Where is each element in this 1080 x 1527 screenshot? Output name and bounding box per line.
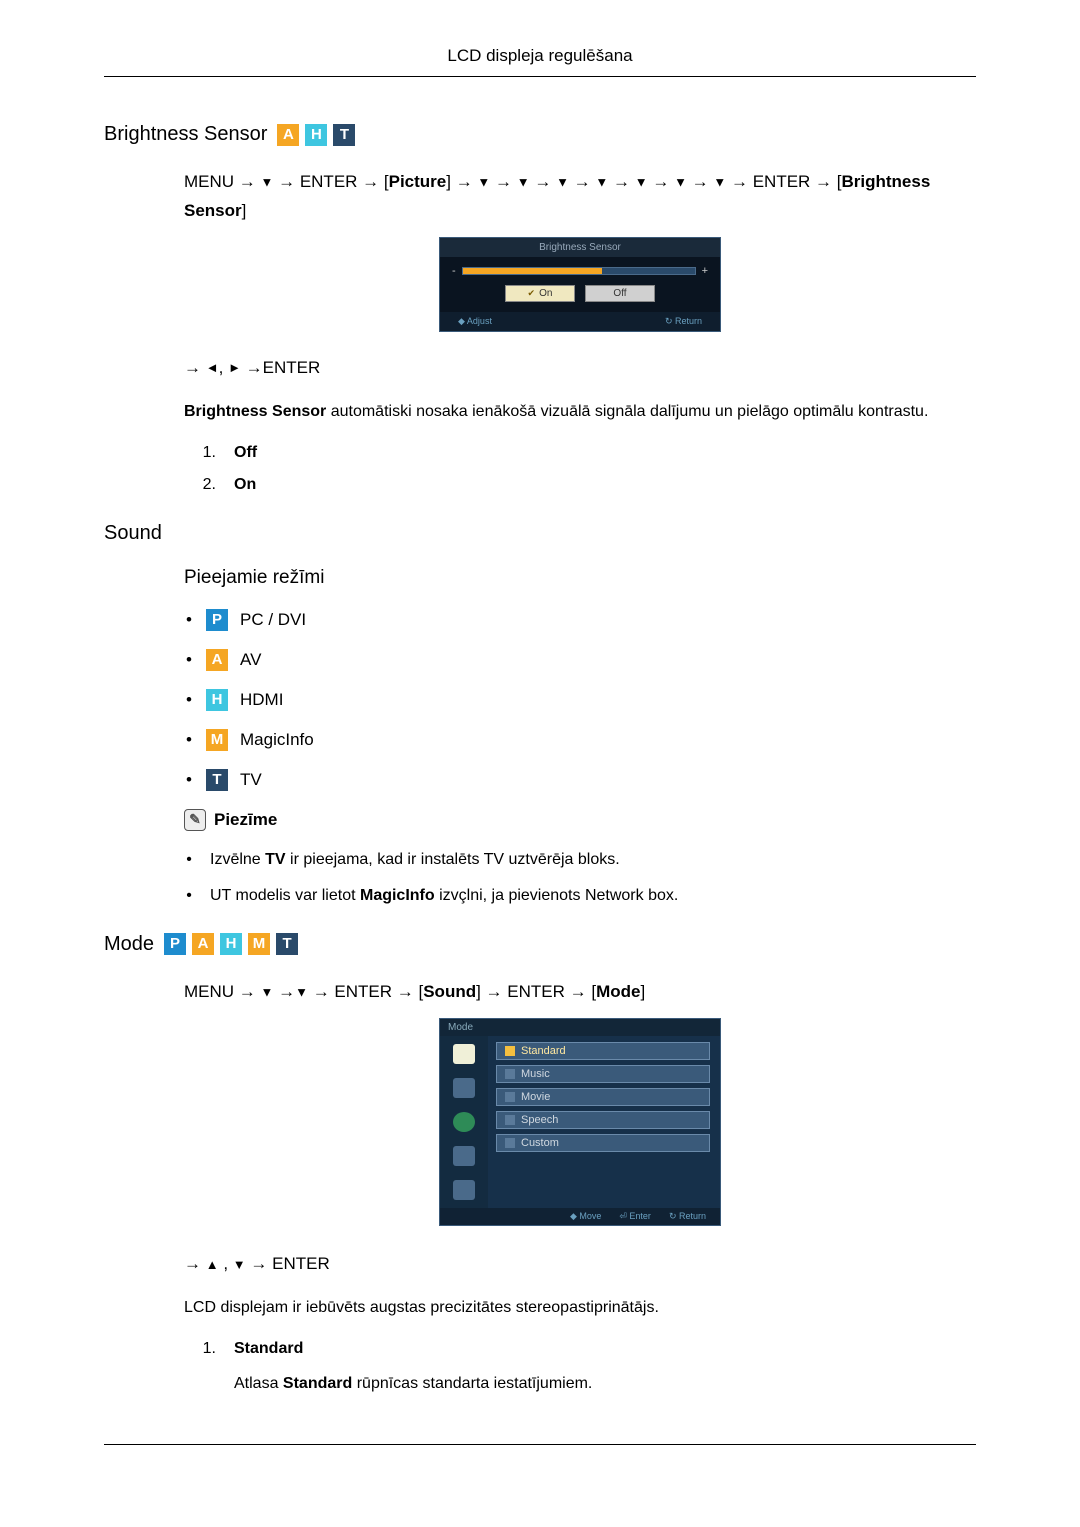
osd-body: - + ✔On Off xyxy=(440,257,720,312)
badge-m-icon: M xyxy=(206,729,228,751)
badge-p-icon: P xyxy=(164,933,186,955)
mode-standard-list: 1. Standard xyxy=(184,1340,976,1358)
mode-small-nav: → ▲ , ▼ → ENTER xyxy=(184,1254,976,1274)
brightness-nav-path: MENU → ▼ → ENTER → [Picture] → ▼ → ▼ → ▼… xyxy=(184,168,976,225)
list-item-on: 2. On xyxy=(184,476,976,494)
note-heading: ✎ Piezīme xyxy=(184,809,976,831)
standard-description: Atlasa Standard rūpnīcas standarta iesta… xyxy=(184,1372,976,1396)
mode-av: • A AV xyxy=(184,649,976,671)
osd-sidebar-icon xyxy=(453,1112,475,1132)
osd-on-button[interactable]: ✔On xyxy=(505,285,575,302)
mode-heading: Mode P A H M T xyxy=(104,933,976,956)
badge-t-icon: T xyxy=(206,769,228,791)
osd-sidebar-icon xyxy=(453,1078,475,1098)
osd-slider-row: - + xyxy=(452,265,708,277)
badge-t-icon: T xyxy=(333,124,355,146)
mode-hdmi: • H HDMI xyxy=(184,689,976,711)
osd-minus: - xyxy=(452,265,456,277)
note-item-1: • Izvēlne TV ir pieejama, kad ir instalē… xyxy=(184,849,976,871)
osd-sidebar-icon xyxy=(453,1180,475,1200)
brightness-small-nav: → ◄, ► →ENTER xyxy=(184,358,976,378)
brightness-sensor-heading: Brightness Sensor A H T xyxy=(104,123,976,146)
osd-footer-return: ↻ Return xyxy=(665,316,702,327)
available-modes-list: • P PC / DVI • A AV • H HDMI • M MagicIn… xyxy=(184,609,976,791)
osd-mode: Mode Standard Music Movie Speech Custom xyxy=(439,1018,721,1226)
badge-h-icon: H xyxy=(206,689,228,711)
footer-rule xyxy=(104,1444,976,1445)
osd-footer: ◆ Adjust ↻ Return xyxy=(440,312,720,331)
sound-subheading: Pieejamie režīmi xyxy=(184,567,976,589)
badge-m-icon: M xyxy=(248,933,270,955)
badge-a-icon: A xyxy=(277,124,299,146)
osd-off-button[interactable]: Off xyxy=(585,285,655,302)
osd-mode-content: Standard Music Movie Speech Custom xyxy=(440,1036,720,1208)
osd-slider-track xyxy=(462,267,696,275)
osd-mode-title: Mode xyxy=(440,1019,720,1036)
brightness-sensor-title: Brightness Sensor xyxy=(104,123,267,146)
mode-magicinfo: • M MagicInfo xyxy=(184,729,976,751)
osd-mode-sidebar xyxy=(440,1036,488,1208)
osd-option-music[interactable]: Music xyxy=(496,1065,710,1083)
osd-sidebar-icon xyxy=(453,1044,475,1064)
osd-slider-fill xyxy=(463,268,602,274)
osd-footer-enter: ⏎ Enter xyxy=(619,1211,651,1222)
mode-description: LCD displejam ir iebūvēts augstas preciz… xyxy=(184,1296,976,1320)
list-item-off: 1. Off xyxy=(184,444,976,462)
header-title: LCD displeja regulēšana xyxy=(447,46,632,65)
osd-mode-options: Standard Music Movie Speech Custom xyxy=(488,1036,720,1208)
mode-pc-dvi: • P PC / DVI xyxy=(184,609,976,631)
osd-footer-adjust: ◆ Adjust xyxy=(458,316,492,327)
osd-brightness-sensor: Brightness Sensor - + ✔On Off ◆ Adjust ↻… xyxy=(439,237,721,332)
osd-option-standard[interactable]: Standard xyxy=(496,1042,710,1060)
badge-p-icon: P xyxy=(206,609,228,631)
badge-h-icon: H xyxy=(305,124,327,146)
osd-sidebar-icon xyxy=(453,1146,475,1166)
brightness-option-list: 1. Off 2. On xyxy=(184,444,976,494)
mode-tv: • T TV xyxy=(184,769,976,791)
osd-option-custom[interactable]: Custom xyxy=(496,1134,710,1152)
osd-onoff-row: ✔On Off xyxy=(452,285,708,302)
osd-footer-move: ◆ Move xyxy=(570,1211,601,1222)
badge-t-icon: T xyxy=(276,933,298,955)
list-item-standard: 1. Standard xyxy=(184,1340,976,1358)
osd-footer-return: ↻ Return xyxy=(669,1211,706,1222)
note-item-2: • UT modelis var lietot MagicInfo izvçln… xyxy=(184,885,976,907)
osd-option-speech[interactable]: Speech xyxy=(496,1111,710,1129)
osd-title: Brightness Sensor xyxy=(440,238,720,257)
note-list: • Izvēlne TV ir pieejama, kad ir instalē… xyxy=(184,849,976,907)
osd-mode-footer: ◆ Move ⏎ Enter ↻ Return xyxy=(440,1208,720,1225)
sound-heading: Sound xyxy=(104,522,976,545)
note-icon: ✎ xyxy=(184,809,206,831)
page-header: LCD displeja regulēšana xyxy=(104,46,976,77)
osd-plus: + xyxy=(702,265,708,277)
brightness-description: Brightness Sensor automātiski nosaka ien… xyxy=(184,400,976,424)
mode-nav-path: MENU → ▼ →▼ → ENTER → [Sound] → ENTER → … xyxy=(184,978,976,1007)
badge-a-icon: A xyxy=(192,933,214,955)
osd-option-movie[interactable]: Movie xyxy=(496,1088,710,1106)
badge-h-icon: H xyxy=(220,933,242,955)
badge-a-icon: A xyxy=(206,649,228,671)
